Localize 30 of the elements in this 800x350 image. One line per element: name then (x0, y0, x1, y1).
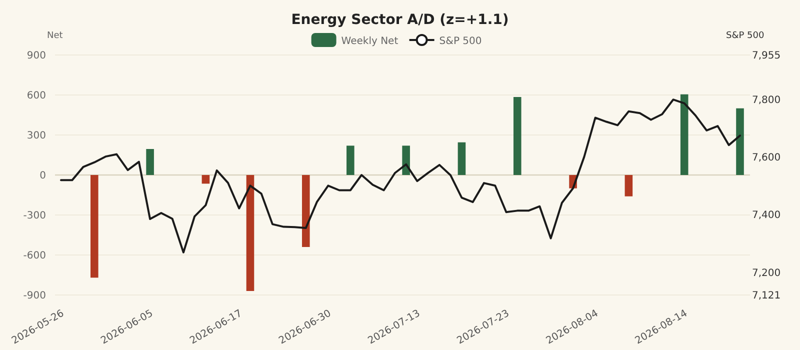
y2-tick-label: 7,121 (752, 290, 781, 302)
bar (624, 175, 633, 196)
bar (202, 175, 210, 184)
y-axis-title: Net (47, 31, 64, 41)
bar (246, 175, 254, 291)
y-tick-label: 600 (26, 90, 46, 102)
y-tick-label: 300 (26, 130, 46, 142)
chart-title: Energy Sector A/D (z=+1.1) (291, 12, 509, 28)
legend-label: Weekly Net (341, 36, 398, 47)
bar (146, 149, 154, 175)
bar (302, 175, 310, 247)
y2-tick-label: 7,400 (752, 210, 781, 222)
y-tick-label: 900 (26, 50, 46, 62)
bar (680, 94, 688, 175)
bar (736, 108, 744, 175)
bar (458, 142, 466, 175)
y2-tick-label: 7,955 (752, 50, 781, 62)
y-tick-label: 0 (40, 170, 46, 182)
y-tick-label: -600 (23, 250, 46, 262)
y2-tick-label: 7,200 (752, 268, 781, 279)
y2-tick-label: 7,800 (752, 95, 781, 106)
bar (346, 146, 354, 175)
line-series (60, 98, 741, 254)
y-tick-label: -300 (23, 210, 46, 222)
y-tick-label: -900 (23, 290, 46, 302)
y2-tick-label: 7,600 (752, 152, 781, 164)
y2-axis-title: S&P 500 (726, 31, 764, 41)
bar (90, 175, 98, 278)
bar (513, 97, 522, 175)
legend-label: S&P 500 (439, 36, 482, 47)
